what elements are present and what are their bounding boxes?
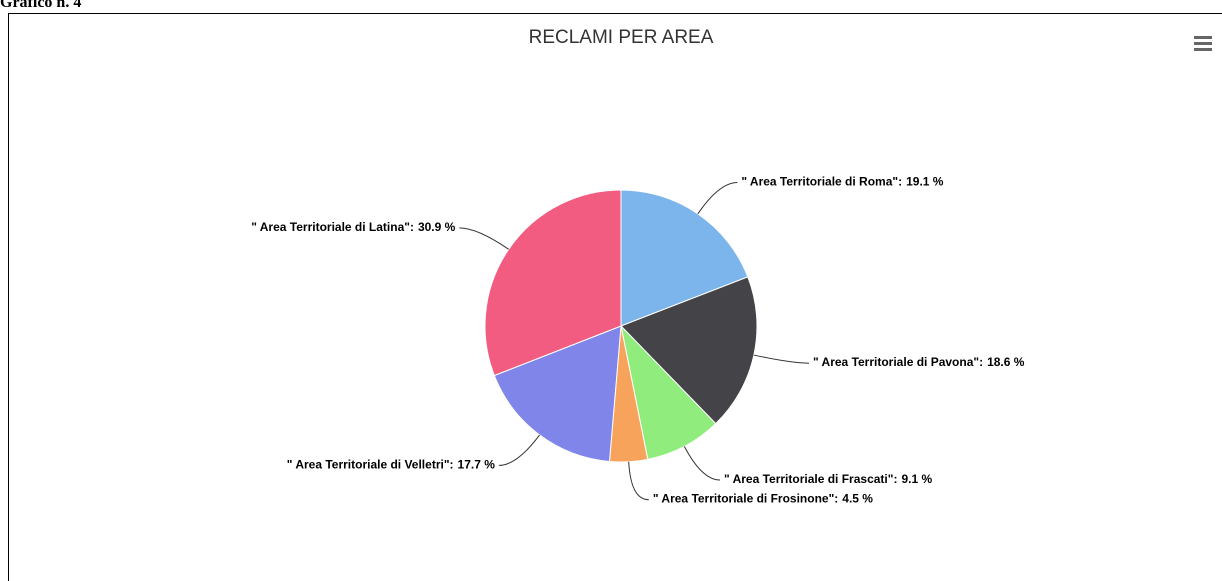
data-label: " Area Territoriale di Latina": 30.9 %	[251, 220, 455, 234]
caption: Grafico n. 4	[0, 0, 82, 11]
label-name: " Area Territoriale di Velletri":	[287, 458, 454, 472]
data-label: " Area Territoriale di Roma": 19.1 %	[741, 175, 943, 189]
label-value: 19.1 %	[906, 175, 944, 189]
label-name: " Area Territoriale di Roma":	[741, 175, 902, 189]
connector	[498, 434, 541, 466]
menu-bar[interactable]	[1194, 36, 1212, 39]
connector	[459, 227, 509, 250]
chart-title: RECLAMI PER AREA	[529, 27, 714, 48]
pie-slice	[620, 189, 749, 327]
connector	[628, 461, 649, 501]
label-value: 30.9 %	[418, 220, 456, 234]
label-name: " Area Territoriale di Frascati":	[724, 472, 897, 486]
label-value: 18.6 %	[987, 355, 1025, 369]
label-name: " Area Territoriale di Frosinone":	[653, 492, 838, 506]
pie-slice	[620, 324, 717, 460]
label-value: 17.7 %	[458, 458, 496, 472]
label-name: " Area Territoriale di Pavona":	[813, 355, 983, 369]
connector	[697, 181, 738, 215]
data-label: " Area Territoriale di Frosinone": 4.5 %	[653, 492, 873, 506]
data-label: " Area Territoriale di Pavona": 18.6 %	[813, 355, 1025, 369]
label-value: 9.1 %	[901, 472, 932, 486]
menu-bar[interactable]	[1194, 42, 1212, 45]
pie-slice	[620, 276, 758, 425]
label-value: 4.5 %	[842, 492, 873, 506]
menu-button[interactable]	[1194, 36, 1212, 51]
data-label: " Area Territoriale di Velletri": 17.7 %	[287, 458, 495, 472]
connector	[683, 446, 721, 481]
data-label: " Area Territoriale di Frascati": 9.1 %	[724, 472, 932, 486]
menu-bar[interactable]	[1194, 48, 1212, 51]
label-name: " Area Territoriale di Latina":	[251, 220, 414, 234]
connector	[753, 354, 809, 364]
